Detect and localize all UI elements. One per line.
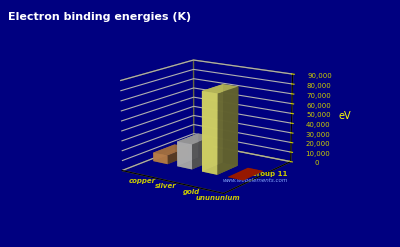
Text: Electron binding energies (K): Electron binding energies (K) [8,12,191,22]
